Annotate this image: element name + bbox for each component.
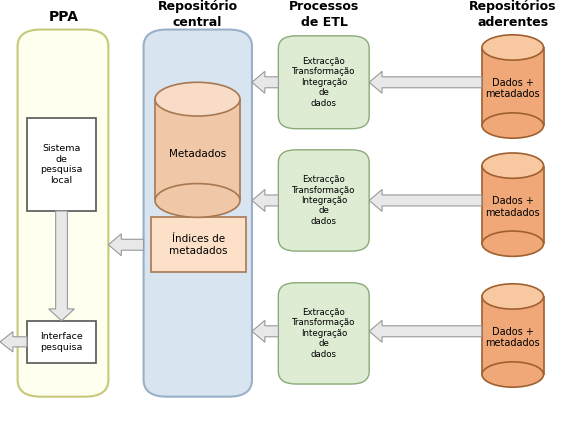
Ellipse shape (482, 284, 544, 309)
Text: Sistema
de
pesquisa
local: Sistema de pesquisa local (40, 144, 83, 185)
Text: Repositórios
aderentes: Repositórios aderentes (469, 0, 557, 29)
Polygon shape (49, 211, 74, 321)
Ellipse shape (482, 35, 544, 60)
Text: Dados +
metadados: Dados + metadados (485, 196, 540, 218)
Ellipse shape (155, 184, 240, 217)
Polygon shape (252, 71, 278, 93)
Text: Extracção
Transformação
Integração
de
dados: Extracção Transformação Integração de da… (292, 57, 356, 108)
Ellipse shape (482, 113, 544, 138)
FancyBboxPatch shape (27, 118, 96, 211)
Polygon shape (0, 332, 27, 352)
FancyBboxPatch shape (151, 217, 246, 272)
Text: Metadados: Metadados (169, 149, 226, 159)
FancyBboxPatch shape (278, 283, 369, 384)
Polygon shape (369, 71, 482, 93)
Ellipse shape (482, 362, 544, 387)
Text: Processos
de ETL: Processos de ETL (289, 0, 359, 29)
FancyBboxPatch shape (482, 296, 544, 375)
FancyBboxPatch shape (27, 321, 96, 363)
FancyBboxPatch shape (278, 150, 369, 251)
FancyBboxPatch shape (482, 47, 544, 126)
Text: Dados +
metadados: Dados + metadados (485, 327, 540, 349)
Text: Índices de
metadados: Índices de metadados (169, 234, 228, 256)
FancyBboxPatch shape (144, 30, 252, 397)
Ellipse shape (482, 231, 544, 256)
Text: PPA: PPA (48, 10, 79, 24)
Text: Interface
pesquisa: Interface pesquisa (40, 332, 83, 352)
FancyBboxPatch shape (278, 36, 369, 129)
Text: Repositório
central: Repositório central (158, 0, 237, 29)
Ellipse shape (155, 82, 240, 116)
Text: Dados +
metadados: Dados + metadados (485, 78, 540, 100)
Polygon shape (108, 234, 144, 256)
Polygon shape (252, 320, 278, 342)
Polygon shape (369, 320, 482, 342)
FancyBboxPatch shape (482, 166, 544, 244)
FancyBboxPatch shape (155, 99, 240, 200)
Ellipse shape (482, 153, 544, 178)
Text: Extracção
Transformação
Integração
de
dados: Extracção Transformação Integração de da… (292, 175, 356, 226)
Polygon shape (369, 189, 482, 211)
Polygon shape (252, 189, 278, 211)
Text: Extracção
Transformação
Integração
de
dados: Extracção Transformação Integração de da… (292, 308, 356, 359)
FancyBboxPatch shape (18, 30, 108, 397)
